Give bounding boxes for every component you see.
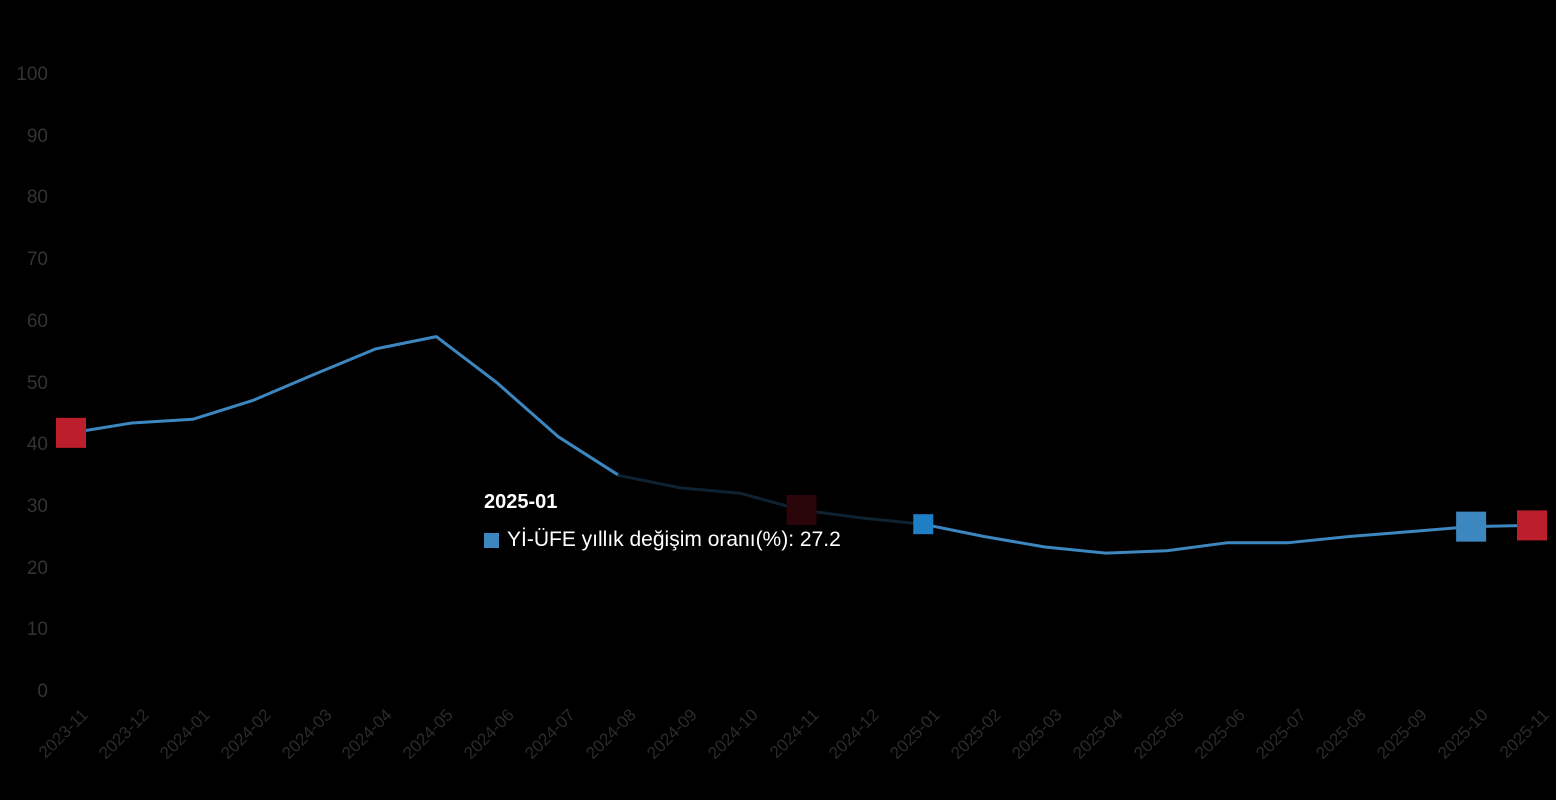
y-axis-tick-label: 50 <box>26 372 48 394</box>
marker-layer <box>56 417 1547 542</box>
y-axis-tick-label: 10 <box>26 619 48 641</box>
y-axis-tick-label: 40 <box>26 434 48 456</box>
series-line-segment <box>617 473 925 526</box>
y-axis-tick-label: 20 <box>26 557 48 579</box>
series-line-segment <box>69 335 621 477</box>
series-line-segment <box>921 522 1534 555</box>
data-point-marker[interactable] <box>913 514 934 535</box>
data-point-marker[interactable] <box>1517 510 1547 541</box>
series-layer <box>69 335 1534 555</box>
y-axis-tick-label: 70 <box>26 249 48 271</box>
y-axis-tick-label: 30 <box>26 495 48 517</box>
y-axis-tick-label: 100 <box>16 64 48 85</box>
data-point-marker[interactable] <box>1456 511 1487 542</box>
y-axis-tick-label: 90 <box>26 125 48 147</box>
y-axis-tick-label: 60 <box>26 310 48 332</box>
data-point-marker[interactable] <box>786 494 817 525</box>
y-axis-tick-label: 0 <box>37 681 48 702</box>
data-point-marker[interactable] <box>56 417 86 448</box>
y-axis-tick-label: 80 <box>26 187 48 209</box>
